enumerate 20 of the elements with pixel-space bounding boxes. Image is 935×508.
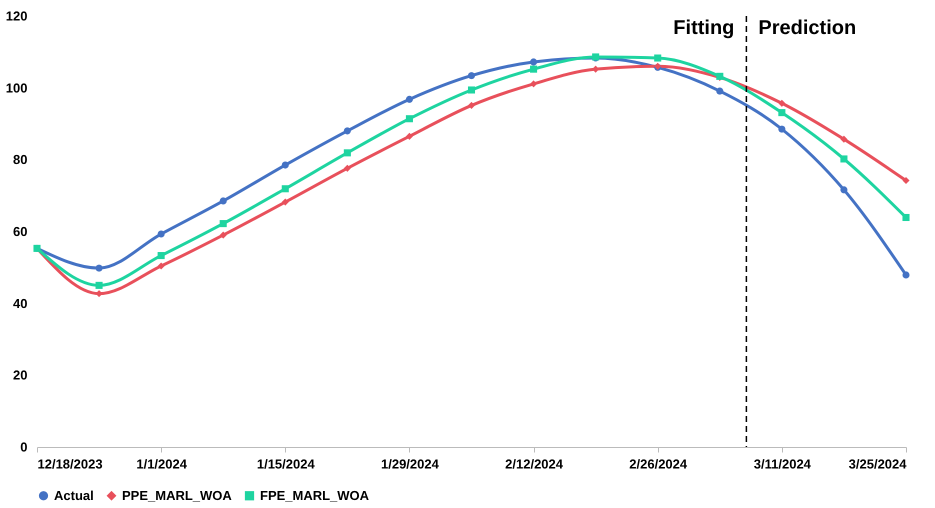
x-tick-label: 2/12/2024	[505, 456, 564, 472]
y-tick-label: 80	[13, 152, 28, 168]
x-tick-label: 1/29/2024	[381, 456, 440, 472]
y-tick-label: 40	[13, 296, 28, 311]
y-tick-label: 60	[13, 224, 28, 239]
x-tick-label: 3/11/2024	[754, 456, 812, 472]
x-tick-label: 12/18/2023	[38, 456, 103, 472]
y-tick-label: 20	[13, 368, 28, 383]
y-tick-label: 100	[6, 80, 28, 96]
y-tick-label: 0	[20, 440, 28, 454]
legend-label: FPE_MARL_WOA	[260, 488, 370, 503]
x-tick-label: 2/26/2024	[629, 456, 688, 472]
annotation: Fitting	[673, 17, 734, 39]
annotation: Prediction	[758, 17, 856, 39]
legend-label: PPE_MARL_WOA	[122, 488, 232, 503]
x-tick-label: 3/25/2024	[848, 456, 908, 472]
legend-label: Actual	[54, 488, 94, 503]
y-tick-label: 120	[6, 8, 28, 24]
x-tick-label: 1/1/2024	[136, 456, 188, 472]
x-tick-label: 1/15/2024	[256, 456, 316, 472]
